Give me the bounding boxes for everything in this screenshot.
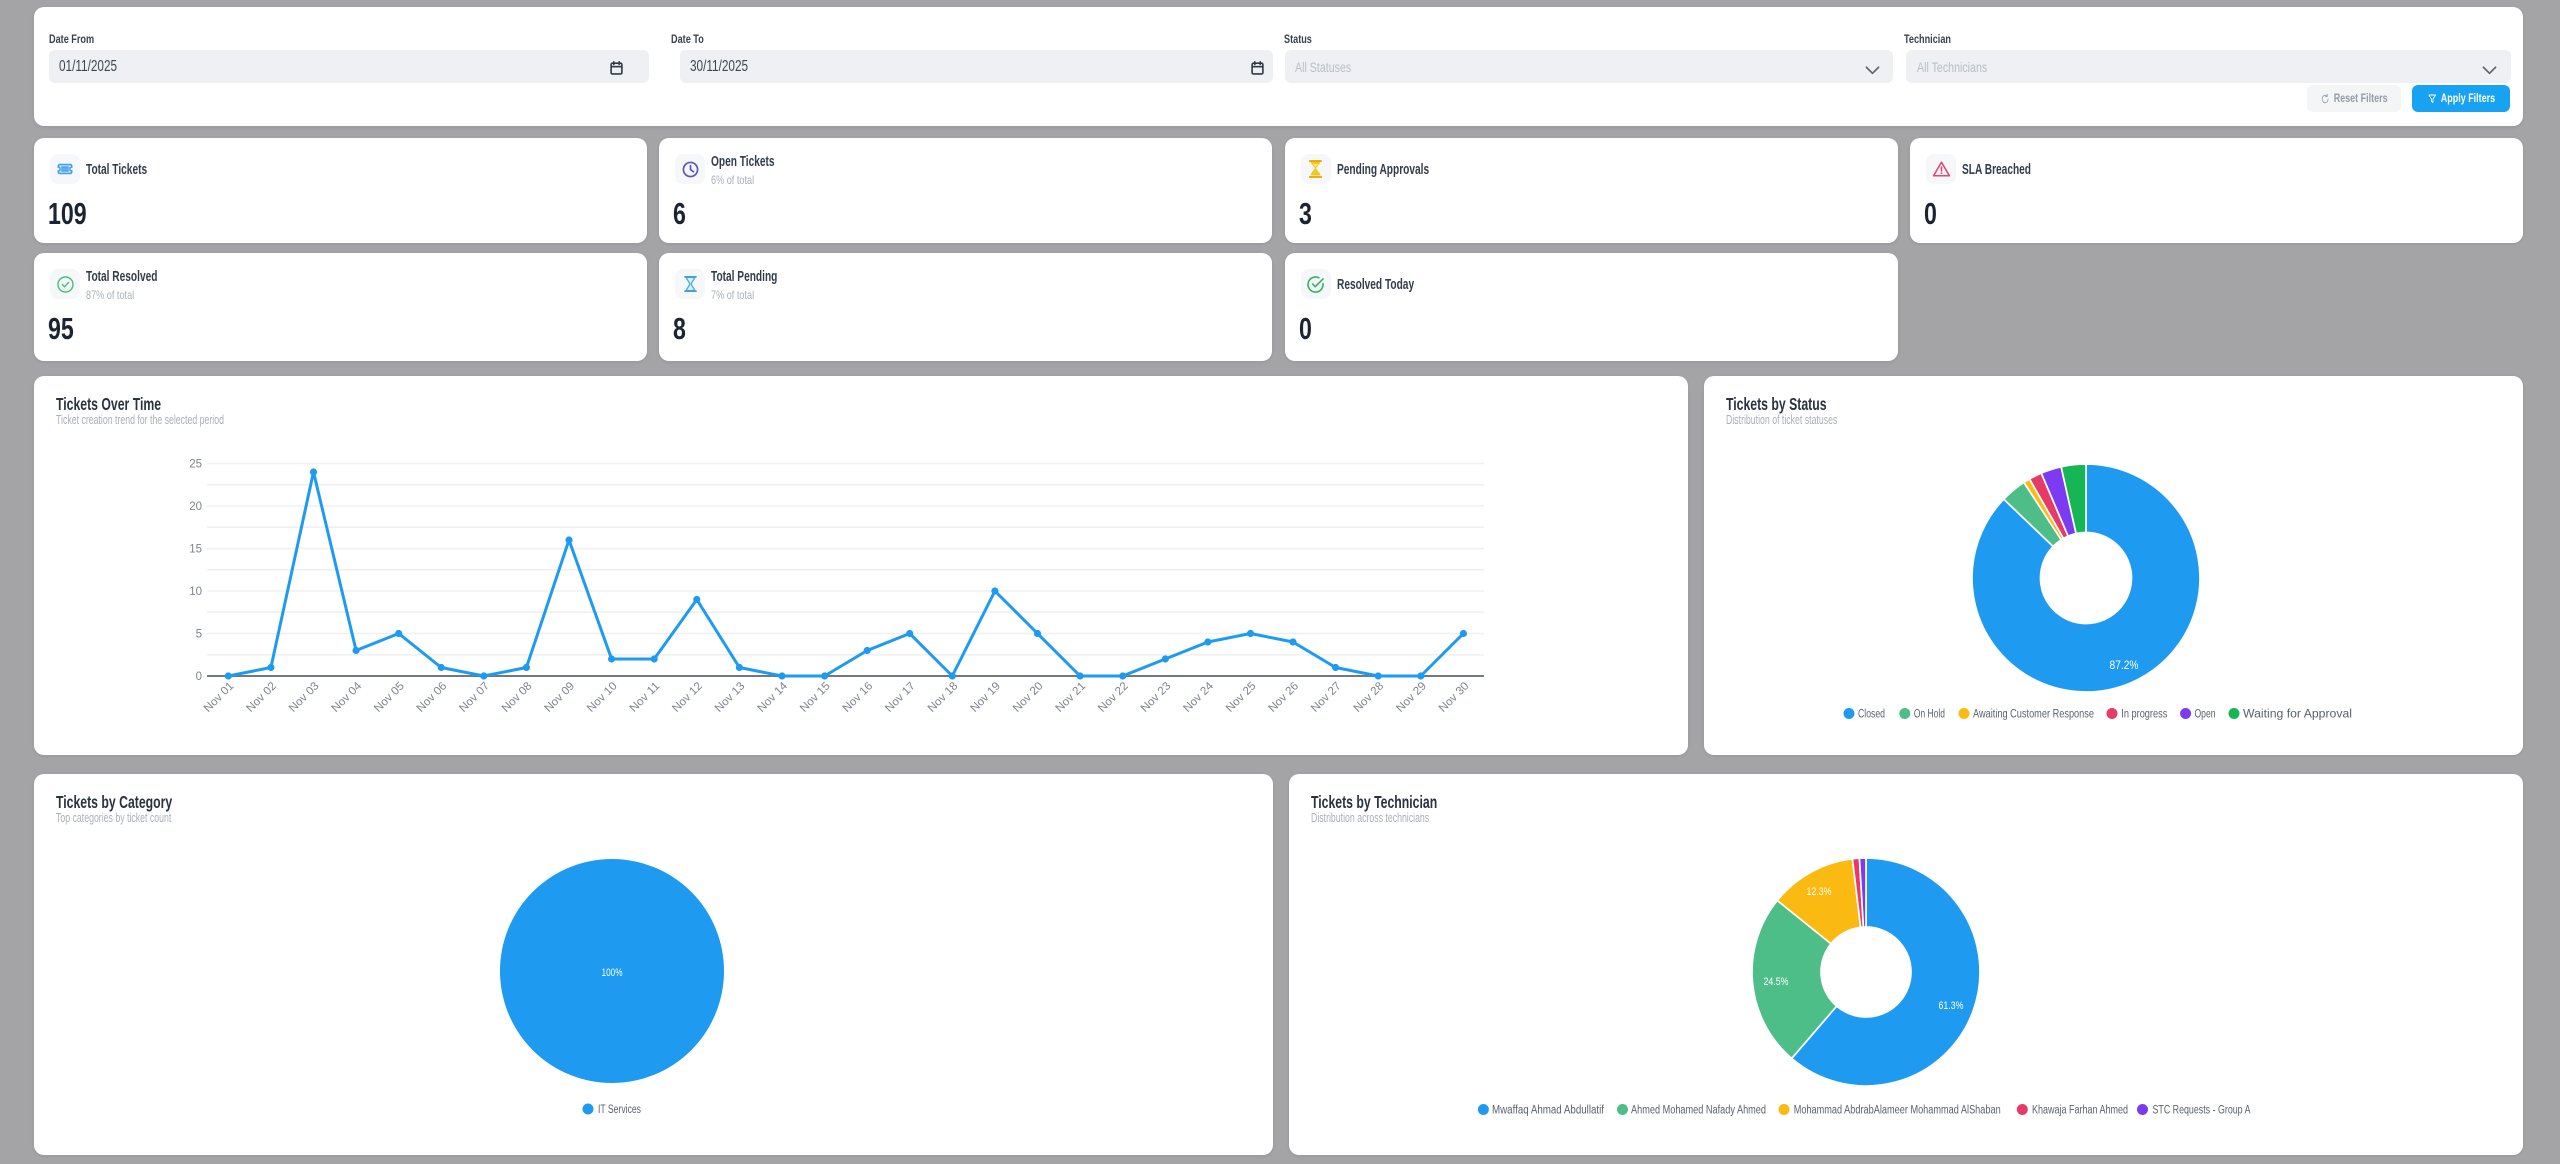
svg-text:0: 0	[196, 671, 202, 683]
svg-text:15: 15	[189, 544, 202, 556]
svg-text:10: 10	[189, 586, 202, 598]
svg-text:IT Services: IT Services	[598, 1104, 641, 1116]
svg-text:12.3%: 12.3%	[1807, 886, 1832, 898]
svg-text:100%: 100%	[602, 967, 623, 979]
svg-text:Waiting for Approval: Waiting for Approval	[2243, 709, 2352, 721]
svg-text:Closed: Closed	[1858, 709, 1885, 721]
svg-text:On Hold: On Hold	[1914, 709, 1945, 721]
svg-text:Awaiting Customer Response: Awaiting Customer Response	[1973, 709, 2094, 721]
svg-text:24.5%: 24.5%	[1764, 976, 1789, 988]
svg-text:20: 20	[189, 501, 202, 513]
svg-text:Khawaja Farhan Ahmed: Khawaja Farhan Ahmed	[2032, 1105, 2128, 1117]
svg-text:Mwaffaq Ahmad Abdullatif: Mwaffaq Ahmad Abdullatif	[1492, 1105, 1605, 1117]
svg-text:Ahmed Mohamed Nafady Ahmed: Ahmed Mohamed Nafady Ahmed	[1631, 1105, 1766, 1117]
svg-text:5: 5	[196, 629, 202, 641]
svg-text:Open: Open	[2195, 709, 2216, 721]
svg-text:STC Requests - Group A: STC Requests - Group A	[2153, 1105, 2251, 1117]
svg-text:61.3%: 61.3%	[1939, 1000, 1964, 1012]
svg-text:25: 25	[189, 459, 202, 471]
svg-text:87.2%: 87.2%	[2110, 660, 2139, 672]
svg-text:In progress: In progress	[2121, 709, 2167, 721]
svg-text:Mohammad AbdrabAlameer Mohamma: Mohammad AbdrabAlameer Mohammad AlShaban	[1794, 1105, 2001, 1117]
